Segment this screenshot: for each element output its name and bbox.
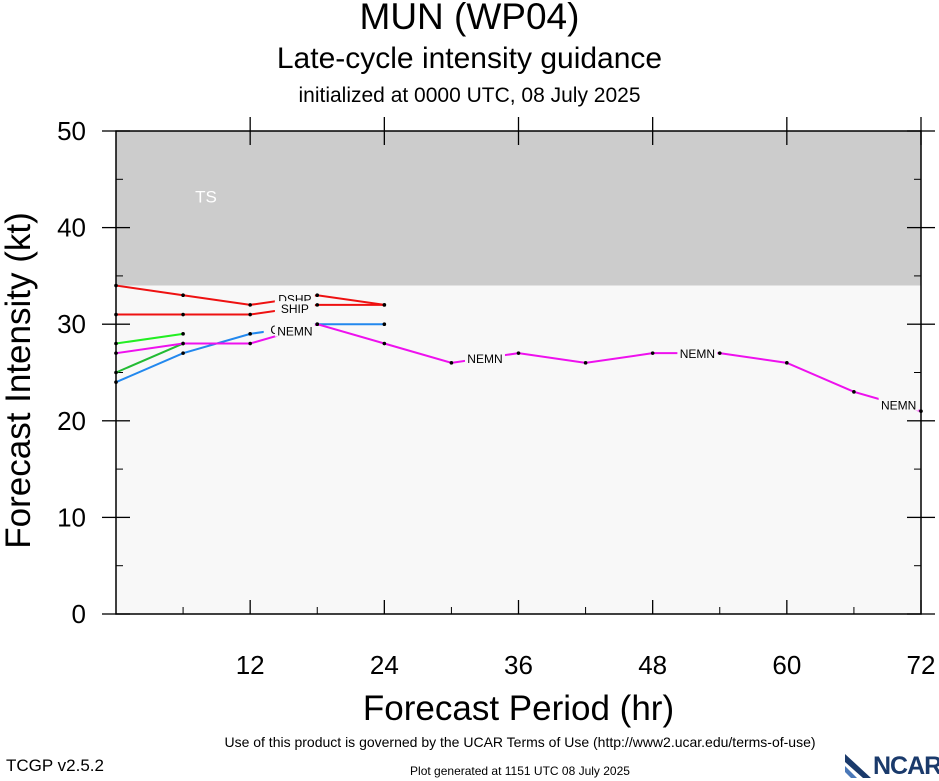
series-label-ship: SHIP [281,302,309,316]
data-point-nemn [785,361,789,365]
data-point-nemn [181,341,185,346]
y-tick-label: 20 [57,406,86,436]
y-tick-label: 30 [57,309,86,339]
series-line-unnamed-2 [115,332,184,345]
intensity-band-ts [116,131,921,286]
x-tick-label: 24 [370,650,399,680]
y-tick-label: 10 [57,502,86,532]
data-point-nemn [248,341,252,346]
series-label-bg-nemn [274,323,315,337]
x-tick-label: 12 [236,650,265,680]
ncar-logo-text: NCAR [873,752,939,780]
version-label: TCGP v2.5.2 [6,756,104,775]
intensity-band-below-ts [116,285,921,614]
x-tick-label: 48 [638,650,667,680]
y-tick-label: 50 [57,116,86,146]
data-point-nemn [650,351,655,355]
page-title: MUN (WP04) [359,0,580,37]
series-label-bg-nemn [464,351,505,365]
plot-frame [115,130,922,615]
series-label-bg-ship [274,301,315,315]
data-point-nemn [382,341,387,346]
series-label-bg-nemn [878,397,919,411]
page-subtitle: Late-cycle intensity guidance [276,42,663,75]
series-line-unnamed-3 [115,342,184,374]
x-axis-title: Forecast Period (hr) [363,689,674,728]
plot-generated: Plot generated at 1151 UTC 08 July 2025 [410,764,630,778]
y-tick-label: 40 [57,213,86,243]
series-label-nemn: NEMN [467,352,502,366]
data-point-dshp [181,293,185,298]
x-tick-label: 72 [907,650,936,680]
y-axis-title: Forecast Intensity (kt) [0,212,38,548]
data-point-nemn [315,322,320,327]
data-point-nemn [516,351,521,355]
ncar-logo: NCAR [843,752,939,780]
data-point-clip [181,351,185,355]
series-label-nemn: NEMN [277,325,312,339]
x-tick-label: 36 [504,650,533,680]
data-point-ship [181,312,185,317]
x-tick-label: 60 [772,650,801,680]
init-time: initialized at 0000 UTC, 08 July 2025 [298,84,641,107]
y-tick-label: 0 [72,599,86,629]
data-point-dshp [315,293,320,298]
series-label-bg-nemn [677,346,718,360]
data-point-ship [248,312,252,317]
data-point-dshp [248,303,252,307]
data-point-nemn [583,361,588,365]
data-point-unnamed-2 [181,332,185,336]
data-point-ship [382,303,387,307]
data-point-clip [382,322,387,327]
terms-of-use: Use of this product is governed by the U… [224,734,816,750]
series-label-nemn: NEMN [881,399,916,413]
series-label-nemn: NEMN [680,347,715,361]
data-point-clip [248,332,252,336]
data-point-nemn [717,351,722,355]
data-point-nemn [852,390,856,394]
data-point-ship [315,303,320,307]
data-point-nemn [449,361,454,365]
band-label-ts: TS [195,187,217,206]
ncar-mark-icon [845,754,871,778]
